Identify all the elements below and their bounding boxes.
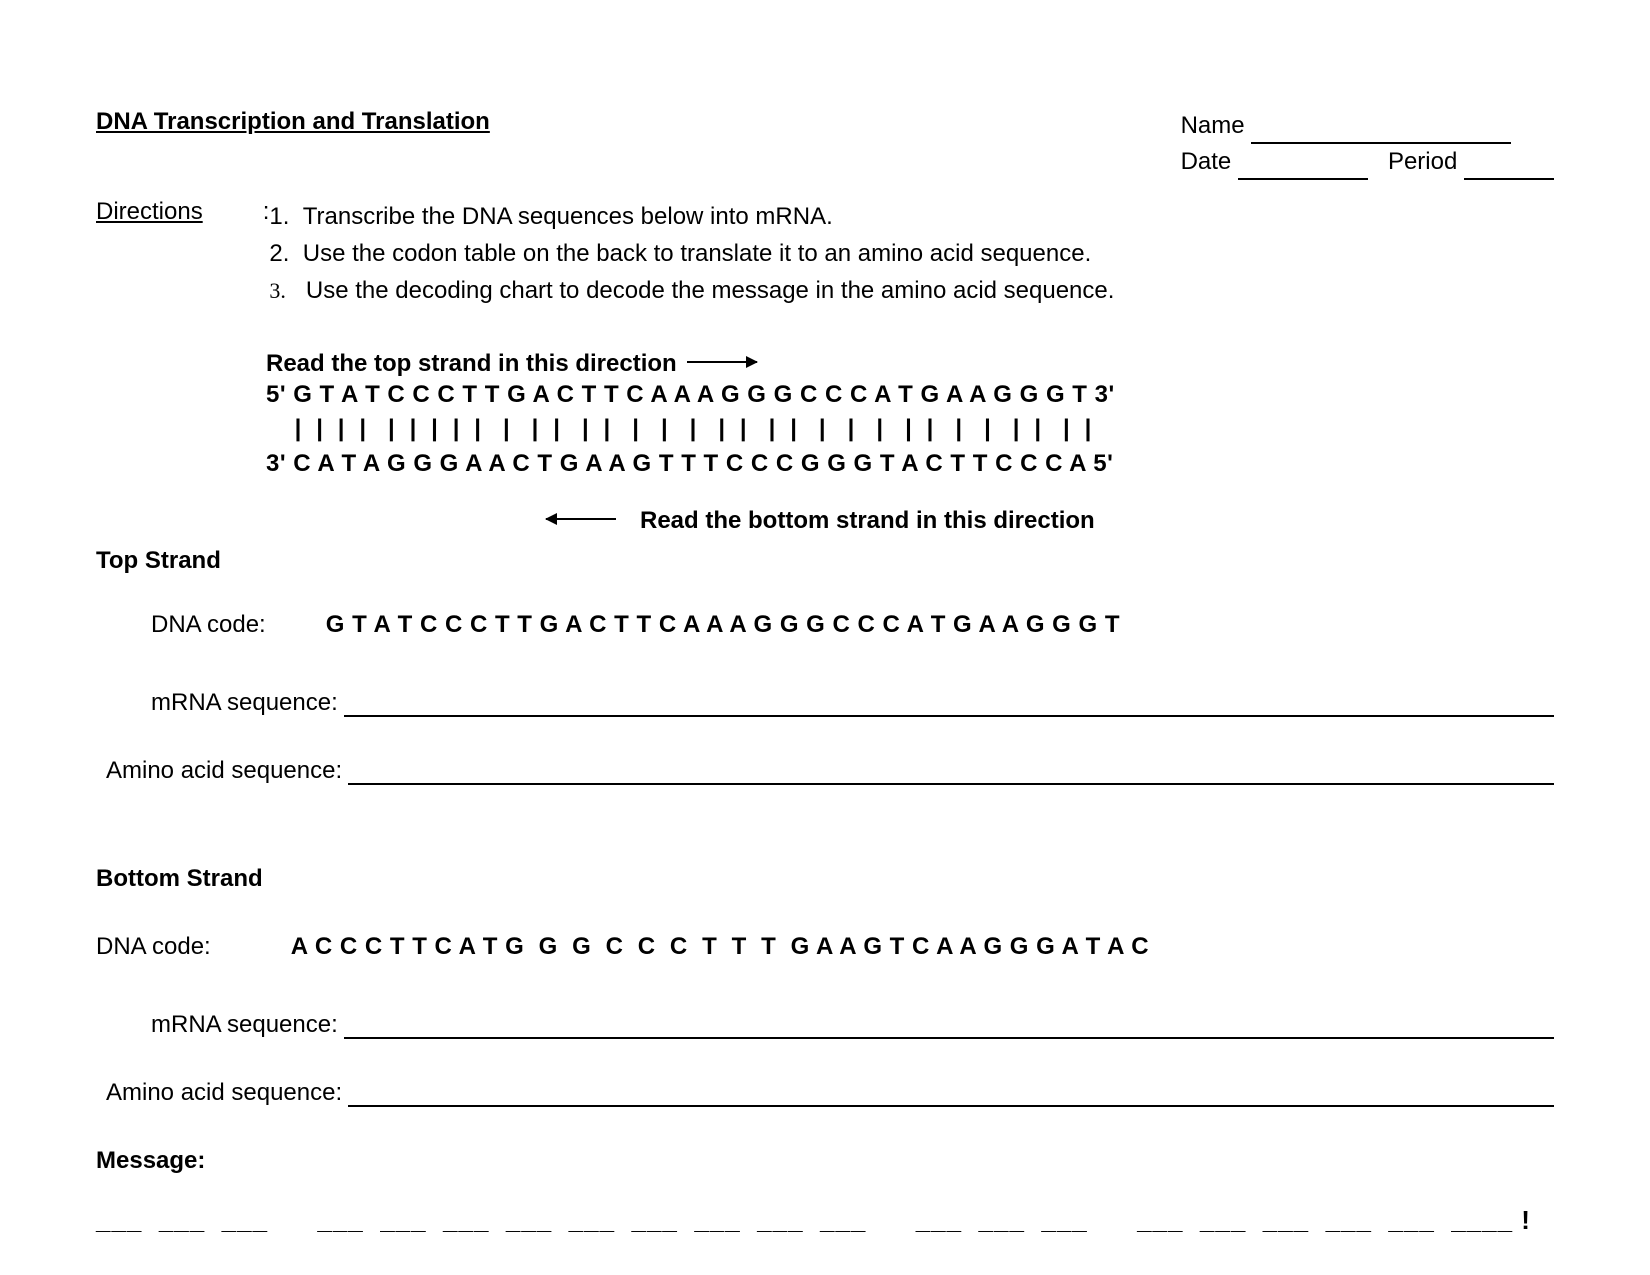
top-mrna-label: mRNA sequence: bbox=[151, 689, 338, 717]
date-label: Date bbox=[1181, 148, 1232, 175]
worksheet-page: DNA Transcription and Translation Name D… bbox=[0, 0, 1650, 1236]
top-amino-input-line[interactable] bbox=[348, 765, 1554, 785]
name-label: Name bbox=[1181, 112, 1245, 139]
bottom-mrna-input-line[interactable] bbox=[344, 1019, 1554, 1039]
bottom-dna-code-row: DNA code: A C C C T T C A T G G G C C C … bbox=[96, 933, 1554, 961]
top-strand-sequence: 5' G T A T C C C T T G A C T T C A A A G… bbox=[266, 378, 1554, 413]
directions-list: 1. Transcribe the DNA sequences below in… bbox=[269, 198, 1114, 310]
top-strand-header: Top Strand bbox=[96, 547, 1554, 575]
top-mrna-input-line[interactable] bbox=[344, 697, 1554, 717]
read-bottom-row: Read the bottom strand in this direction bbox=[546, 507, 1554, 535]
bottom-mrna-label: mRNA sequence: bbox=[151, 1011, 338, 1039]
bottom-dna-label: DNA code: bbox=[96, 933, 291, 961]
bottom-amino-input-line[interactable] bbox=[348, 1087, 1554, 1107]
direction-item-1: 1. Transcribe the DNA sequences below in… bbox=[269, 198, 1114, 235]
top-dna-code-row: DNA code: G T A T C C C T T G A C T T C … bbox=[151, 611, 1554, 639]
top-amino-row: Amino acid sequence: bbox=[106, 757, 1554, 785]
student-info-block: Name Date Period bbox=[1181, 108, 1554, 180]
arrow-right-icon bbox=[687, 361, 757, 363]
bottom-dna-sequence: A C C C T T C A T G G G C C C T T T G A … bbox=[291, 933, 1149, 961]
top-amino-label: Amino acid sequence: bbox=[106, 757, 342, 785]
bottom-amino-row: Amino acid sequence: bbox=[106, 1079, 1554, 1107]
bottom-strand-header: Bottom Strand bbox=[96, 865, 1554, 893]
pair-bars: | | | | | | | | | | | | | | | | | | | | … bbox=[266, 412, 1554, 447]
top-dna-sequence: G T A T C C C T T G A C T T C A A A G G … bbox=[326, 611, 1120, 639]
bottom-amino-label: Amino acid sequence: bbox=[106, 1079, 342, 1107]
read-bottom-label: Read the bottom strand in this direction bbox=[640, 507, 1095, 535]
read-top-row: Read the top strand in this direction bbox=[266, 350, 1554, 378]
top-dna-label: DNA code: bbox=[151, 611, 326, 639]
bottom-mrna-row: mRNA sequence: bbox=[151, 1011, 1554, 1039]
arrow-left-icon bbox=[546, 518, 616, 520]
dna-strand-diagram: Read the top strand in this direction 5'… bbox=[266, 350, 1554, 482]
top-mrna-row: mRNA sequence: bbox=[151, 689, 1554, 717]
page-title: DNA Transcription and Translation bbox=[96, 108, 490, 136]
directions-block: Directions: 1. Transcribe the DNA sequen… bbox=[96, 198, 1554, 310]
direction-item-3: 3. Use the decoding chart to decode the … bbox=[269, 272, 1114, 309]
read-top-label: Read the top strand in this direction bbox=[266, 350, 677, 378]
date-input-line[interactable] bbox=[1238, 178, 1368, 180]
period-input-line[interactable] bbox=[1464, 178, 1554, 180]
message-blanks[interactable]: ___ ___ ___ ___ ___ ___ ___ ___ ___ ___ … bbox=[96, 1205, 1554, 1236]
message-header: Message: bbox=[96, 1147, 1554, 1175]
period-label: Period bbox=[1388, 148, 1457, 175]
direction-item-2: 2. Use the codon table on the back to tr… bbox=[269, 235, 1114, 272]
date-period-row: Date Period bbox=[1181, 144, 1554, 180]
header-row: DNA Transcription and Translation Name D… bbox=[96, 108, 1554, 180]
bottom-strand-sequence: 3' C A T A G G G A A C T G A A G T T T C… bbox=[266, 447, 1554, 482]
directions-label: Directions: bbox=[96, 198, 269, 310]
name-field-row: Name bbox=[1181, 108, 1554, 144]
